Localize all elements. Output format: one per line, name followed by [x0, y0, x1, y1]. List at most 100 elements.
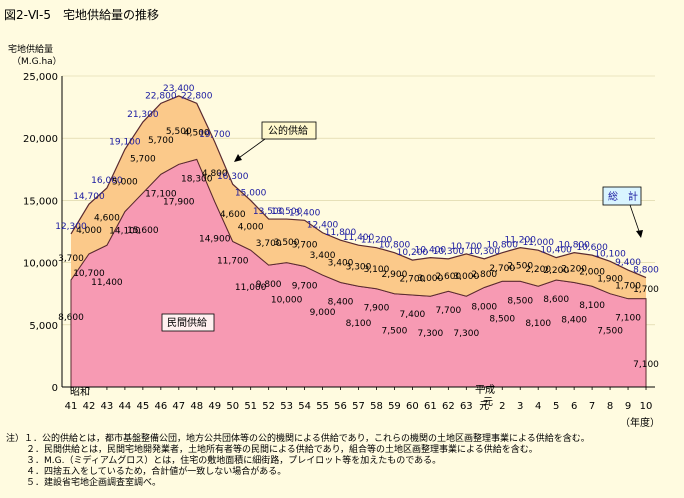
- total-data-label: 10,800: [487, 241, 519, 251]
- total-data-label: 11,800: [325, 228, 357, 238]
- x-tick-label: 41: [65, 401, 78, 412]
- public-data-label: 4,500: [184, 128, 210, 138]
- private-data-label: 7,400: [400, 310, 426, 320]
- total-data-label: 13,500: [253, 207, 285, 217]
- x-tick-label: 46: [154, 401, 167, 412]
- total-data-label: 12,400: [307, 221, 339, 231]
- x-tick-label: 54: [298, 401, 311, 412]
- x-tick-label: 6: [571, 401, 577, 412]
- axes: [61, 76, 655, 390]
- x-tick-label: 9: [625, 401, 631, 412]
- private-data-label: 18,300: [181, 174, 213, 184]
- private-data-label: 7,100: [615, 314, 641, 324]
- total-data-label: 22,800: [181, 91, 213, 101]
- total-callout: 総 計: [602, 186, 643, 238]
- public-data-label: 5,700: [130, 154, 156, 164]
- x-axis-label: （年度）: [620, 416, 660, 429]
- public-data-label: 3,100: [364, 265, 390, 275]
- x-tick-label: 5: [553, 401, 559, 412]
- public-data-label: 3,700: [256, 239, 282, 249]
- public-data-label: 2,800: [471, 270, 497, 280]
- public-data-label: 3,700: [292, 240, 318, 250]
- total-data-label: 22,800: [145, 91, 177, 101]
- x-tick-label: 58: [370, 401, 383, 412]
- private-supply-label: 民間供給: [167, 316, 207, 329]
- public-data-label: 3,300: [346, 263, 372, 273]
- line-total: [70, 95, 647, 279]
- x-tick-label: 51: [244, 401, 257, 412]
- total-data-label: 11,200: [361, 236, 393, 246]
- total-data-label: 11,400: [343, 233, 375, 243]
- y-tick-label: 15,000: [23, 196, 58, 207]
- public-data-label: 4,800: [202, 169, 228, 179]
- x-tick-label: 元: [479, 401, 489, 412]
- x-tick-label: 63: [460, 401, 473, 412]
- y-tick-label: 25,000: [23, 72, 58, 83]
- total-data-label: 13,400: [289, 208, 321, 218]
- total-arrowhead: [636, 230, 643, 238]
- private-data-label: 14,100: [109, 227, 141, 237]
- x-tick-label: 44: [119, 401, 132, 412]
- total-data-label: 16,300: [217, 172, 249, 182]
- x-tick-label: 42: [83, 401, 96, 412]
- private-data-label: 8,400: [328, 298, 354, 308]
- x-tick-label: 48: [190, 401, 203, 412]
- private-data-label: 9,000: [310, 308, 336, 318]
- figure-title: 図2-Ⅵ-5 宅地供給量の推移: [4, 7, 159, 22]
- public-data-label: 3,400: [310, 251, 336, 261]
- public-data-label: 2,000: [579, 268, 605, 278]
- public-data-label: 1,900: [597, 275, 623, 285]
- footnote-3: ３．M.G.（ミディアムグロス）とは，住宅の敷地面積に細街路，プレイロット等を加…: [26, 454, 441, 466]
- total-data-label: 15,000: [235, 188, 267, 198]
- public-data-label: 5,000: [112, 177, 138, 187]
- y-axis-label-line1: 宅地供給量: [8, 43, 53, 55]
- x-tick-label: 2: [499, 401, 505, 412]
- total-data-label: 13,500: [271, 207, 303, 217]
- x-tick-labels: 41 42 43 44 45 46 47 48 49 50 51 52 53 54 55 56 57 58 59 60…: [65, 401, 653, 412]
- private-data-label: 14,900: [199, 235, 231, 245]
- total-data-label: 11,200: [504, 236, 536, 246]
- public-supply-callout: 公的供給: [234, 121, 317, 162]
- total-box: [602, 186, 642, 206]
- private-data-label: 7,100: [633, 360, 659, 370]
- area-public-supply: [70, 95, 647, 299]
- x-tick-label: 49: [208, 401, 221, 412]
- x-tick-label: 61: [424, 401, 437, 412]
- public-data-label: 2,200: [525, 265, 551, 275]
- public-supply-arrow: [235, 138, 266, 161]
- public-supply-label: 公的供給: [268, 124, 308, 137]
- y-tick-label: 5,000: [29, 321, 58, 332]
- public-data-label: 2,600: [435, 272, 461, 282]
- x-tick-label: 3: [517, 401, 523, 412]
- x-tick-label: 62: [442, 401, 455, 412]
- footnote-5: ５．建設省宅地企画調査室調べ。: [26, 476, 161, 488]
- public-data-label: 5,500: [166, 127, 192, 137]
- x-tick-label: 52: [262, 401, 275, 412]
- public-data-label: 4,600: [220, 210, 246, 220]
- total-data-label: 10,800: [558, 241, 590, 251]
- total-arrow: [629, 204, 641, 235]
- footnotes: 注）１．公的供給とは，都市基盤整備公団，地方公共団体等の公的機関による供給であり…: [6, 432, 590, 488]
- x-tick-label: 43: [101, 401, 114, 412]
- private-data-label: 8,400: [561, 316, 587, 326]
- total-label: 総 計: [608, 190, 638, 203]
- line-private-top: [70, 158, 647, 300]
- private-data-label: 8,000: [471, 302, 497, 312]
- x-tick-label: 45: [136, 401, 149, 412]
- footnote-1: 注）１．公的供給とは，都市基盤整備公団，地方公共団体等の公的機関による供給であり…: [6, 432, 590, 444]
- total-data-label: 23,400: [163, 84, 195, 94]
- private-data-label: 8,500: [507, 296, 533, 306]
- private-data-label: 8,600: [543, 295, 569, 305]
- x-tick-label: 53: [280, 401, 293, 412]
- total-data-label: 19,100: [109, 137, 141, 147]
- total-data-label: 12,300: [55, 222, 87, 232]
- public-data-label: 2,700: [489, 264, 515, 274]
- total-data-label: 9,400: [615, 258, 641, 268]
- public-supply-box: [261, 121, 317, 140]
- public-data-label: 4,000: [238, 222, 264, 232]
- total-data-label: 10,400: [540, 246, 572, 256]
- total-data-label: 16,000: [91, 176, 123, 186]
- total-data-label: 14,700: [73, 192, 105, 202]
- private-data-label: 15,600: [127, 226, 159, 236]
- y-axis-label-line2: （M.G.ha）: [12, 56, 62, 67]
